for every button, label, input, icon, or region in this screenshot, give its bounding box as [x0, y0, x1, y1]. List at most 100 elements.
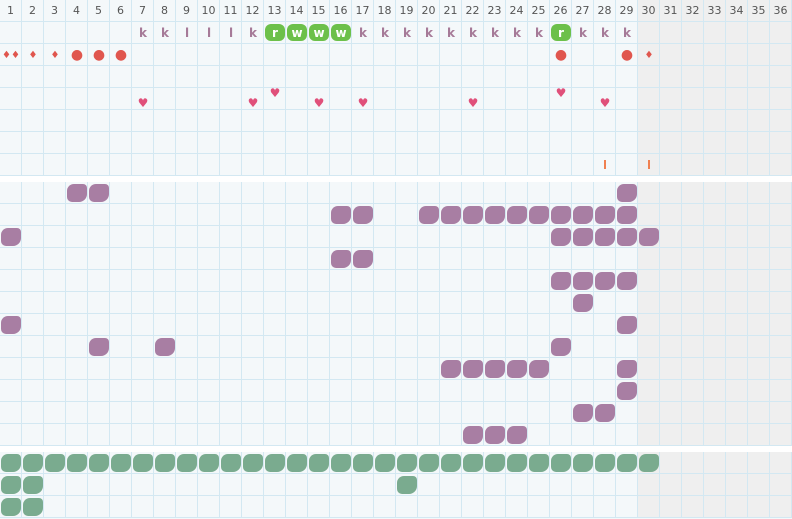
grid-cell[interactable] [330, 88, 352, 110]
grid-cell[interactable] [44, 66, 66, 88]
grid-cell[interactable] [396, 66, 418, 88]
grid-cell[interactable] [418, 248, 440, 270]
grid-cell[interactable] [770, 154, 792, 176]
grid-cell[interactable] [132, 226, 154, 248]
grid-cell[interactable] [242, 66, 264, 88]
grid-cell[interactable] [330, 154, 352, 176]
grid-cell[interactable] [132, 154, 154, 176]
grid-cell[interactable] [264, 204, 286, 226]
grid-cell[interactable] [88, 154, 110, 176]
grid-cell[interactable] [330, 292, 352, 314]
purple-blob[interactable] [551, 228, 571, 246]
purple-blob[interactable] [573, 228, 593, 246]
grid-cell[interactable] [286, 270, 308, 292]
grid-cell[interactable] [176, 248, 198, 270]
dot-icon[interactable]: ● [70, 47, 84, 63]
grid-cell[interactable] [308, 358, 330, 380]
grid-cell[interactable] [352, 66, 374, 88]
purple-blob[interactable] [507, 206, 527, 224]
grid-cell[interactable] [660, 474, 682, 496]
letter-mark[interactable]: k [161, 26, 169, 40]
grid-cell[interactable] [594, 336, 616, 358]
green-blob[interactable] [177, 454, 197, 472]
grid-cell[interactable] [176, 292, 198, 314]
grid-cell[interactable] [308, 496, 330, 518]
grid-cell[interactable] [220, 474, 242, 496]
heart-icon[interactable]: ♥ [555, 86, 567, 100]
grid-cell[interactable] [374, 424, 396, 446]
purple-blob[interactable] [67, 184, 87, 202]
grid-cell[interactable] [308, 248, 330, 270]
grid-cell[interactable] [308, 132, 330, 154]
grid-cell[interactable] [594, 424, 616, 446]
grid-cell[interactable] [66, 336, 88, 358]
grid-cell[interactable] [44, 204, 66, 226]
grid-cell[interactable] [242, 292, 264, 314]
grid-cell[interactable] [440, 22, 462, 44]
grid-cell[interactable] [704, 336, 726, 358]
grid-cell[interactable] [264, 474, 286, 496]
purple-blob[interactable] [551, 272, 571, 290]
grid-cell[interactable] [660, 314, 682, 336]
letter-mark[interactable]: l [228, 26, 234, 40]
grid-cell[interactable] [660, 110, 682, 132]
grid-cell[interactable] [110, 336, 132, 358]
grid-cell[interactable] [572, 110, 594, 132]
grid-cell[interactable] [286, 336, 308, 358]
green-blob[interactable] [375, 454, 395, 472]
grid-cell[interactable] [22, 402, 44, 424]
green-blob[interactable] [441, 454, 461, 472]
green-blob[interactable] [243, 454, 263, 472]
dot-icon[interactable]: ● [554, 47, 568, 63]
grid-cell[interactable] [616, 336, 638, 358]
grid-cell[interactable] [726, 496, 748, 518]
grid-cell[interactable] [110, 204, 132, 226]
grid-cell[interactable] [726, 452, 748, 474]
grid-cell[interactable] [308, 336, 330, 358]
grid-cell[interactable] [374, 88, 396, 110]
grid-cell[interactable] [132, 110, 154, 132]
grid-cell[interactable] [22, 270, 44, 292]
grid-cell[interactable] [528, 226, 550, 248]
grid-cell[interactable] [616, 496, 638, 518]
grid-cell[interactable] [572, 474, 594, 496]
grid-cell[interactable] [220, 336, 242, 358]
grid-cell[interactable] [660, 44, 682, 66]
grid-cell[interactable] [726, 424, 748, 446]
grid-cell[interactable] [66, 358, 88, 380]
grid-cell[interactable] [132, 424, 154, 446]
purple-blob[interactable] [485, 206, 505, 224]
grid-cell[interactable] [748, 22, 770, 44]
grid-cell[interactable] [748, 270, 770, 292]
grid-cell[interactable] [550, 182, 572, 204]
grid-cell[interactable] [682, 402, 704, 424]
letter-mark[interactable]: k [139, 26, 147, 40]
grid-cell[interactable] [0, 358, 22, 380]
grid-cell[interactable] [726, 88, 748, 110]
grid-cell[interactable] [88, 314, 110, 336]
grid-cell[interactable] [242, 314, 264, 336]
grid-cell[interactable] [220, 248, 242, 270]
grid-cell[interactable] [220, 22, 242, 44]
grid-cell[interactable] [220, 380, 242, 402]
grid-cell[interactable] [462, 380, 484, 402]
grid-cell[interactable] [330, 66, 352, 88]
purple-blob[interactable] [617, 184, 637, 202]
grid-cell[interactable] [462, 314, 484, 336]
grid-cell[interactable] [484, 110, 506, 132]
purple-blob[interactable] [463, 426, 483, 444]
grid-cell[interactable] [418, 226, 440, 248]
grid-cell[interactable] [286, 88, 308, 110]
grid-cell[interactable] [330, 182, 352, 204]
grid-cell[interactable] [176, 182, 198, 204]
grid-cell[interactable] [770, 226, 792, 248]
grid-cell[interactable] [352, 88, 374, 110]
grid-cell[interactable] [418, 496, 440, 518]
grid-cell[interactable] [484, 88, 506, 110]
grid-cell[interactable] [198, 88, 220, 110]
green-blob[interactable] [45, 454, 65, 472]
grid-cell[interactable] [242, 336, 264, 358]
grid-cell[interactable] [286, 66, 308, 88]
grid-cell[interactable] [682, 226, 704, 248]
grid-cell[interactable] [528, 22, 550, 44]
